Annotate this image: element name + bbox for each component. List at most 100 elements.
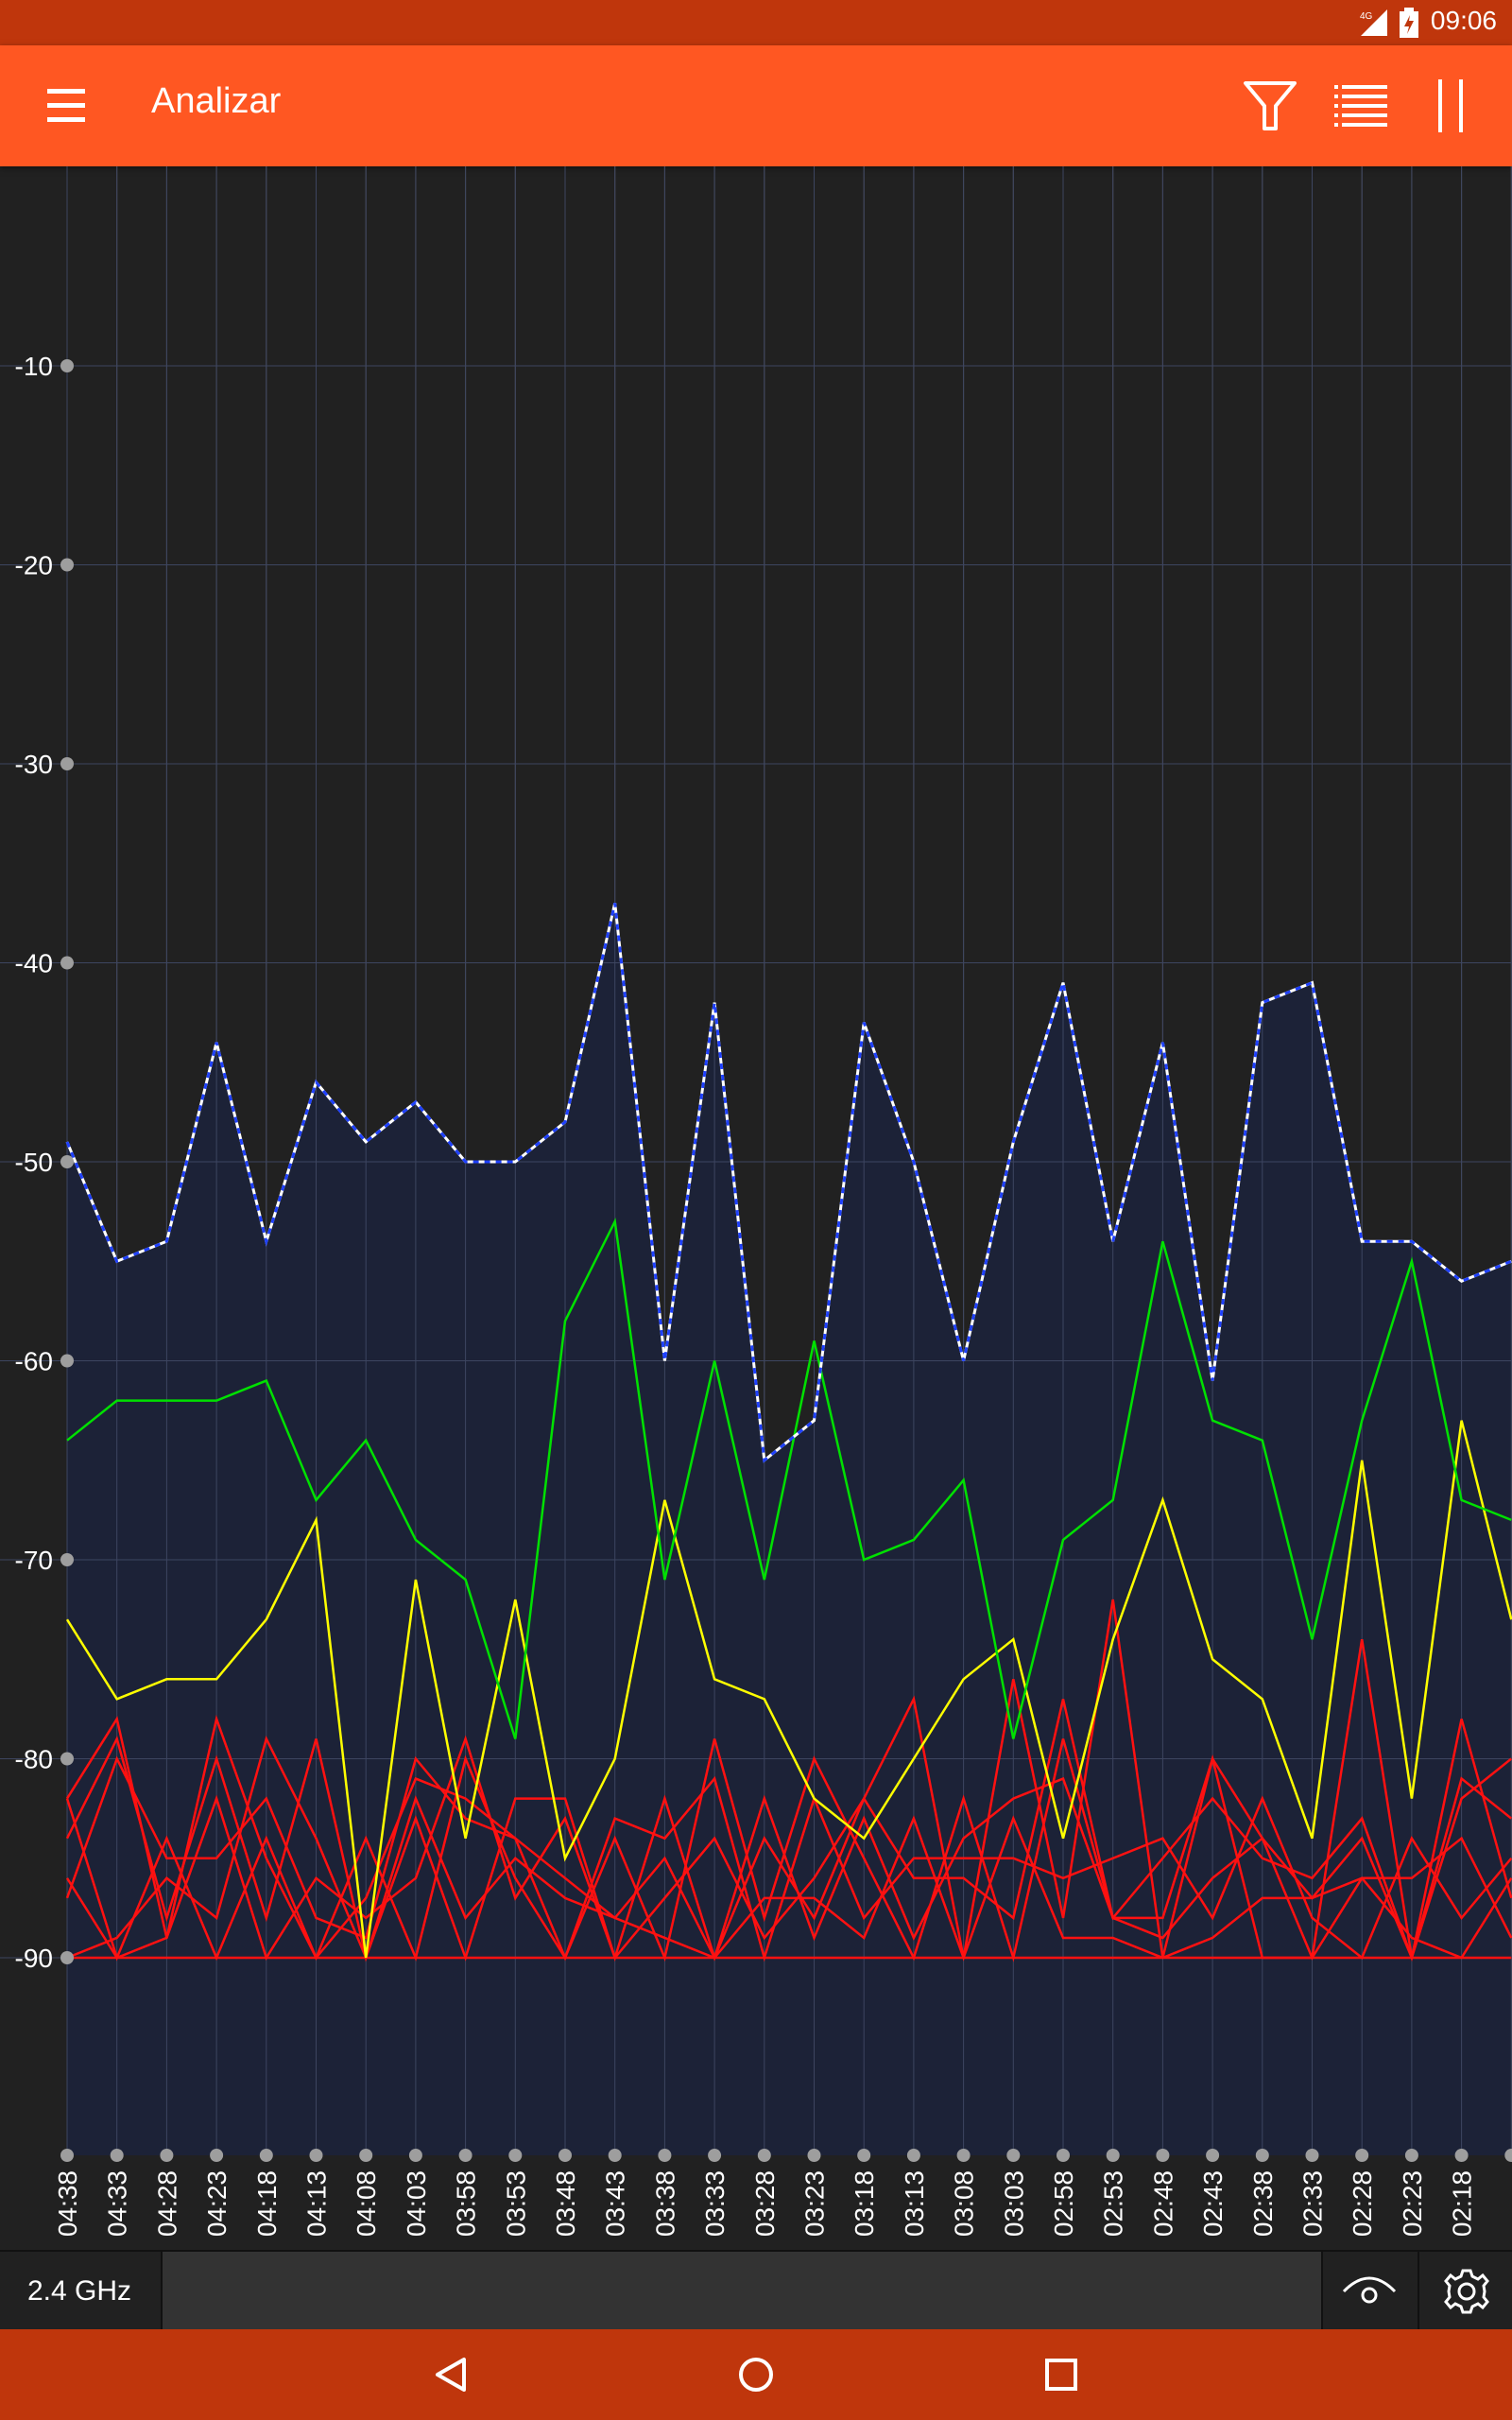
bottom-bar: 2.4 GHz [0, 2250, 1512, 2331]
chart-svg: -10 -20 -30 -40 -50 -60 -70 -80 -90 04:38 04:33 04:… [0, 166, 1512, 2237]
y-tick-label: -20 [15, 551, 53, 580]
x-tick-dot [906, 2149, 920, 2162]
x-tick-dot [309, 2149, 323, 2162]
x-tick-label: 02:28 [1348, 2170, 1377, 2237]
x-tick-dot [1206, 2149, 1220, 2162]
x-tick-dot [160, 2149, 174, 2162]
x-tick-label: 02:53 [1099, 2170, 1128, 2237]
y-tick-label: -90 [15, 1944, 53, 1973]
eye-icon[interactable] [1323, 2252, 1416, 2331]
status-bar: 4G 09:06 [0, 0, 1512, 45]
x-tick-label: 03:23 [800, 2170, 830, 2237]
x-tick-label: 04:33 [103, 2170, 132, 2237]
x-tick-dot [508, 2149, 523, 2162]
y-tick-dot [60, 956, 74, 970]
x-tick-label: 04:38 [53, 2170, 82, 2237]
x-tick-label: 03:48 [551, 2170, 580, 2237]
x-tick-label: 03:43 [601, 2170, 630, 2237]
x-tick-label: 03:53 [501, 2170, 530, 2237]
menu-icon[interactable] [38, 79, 94, 132]
x-tick-dot [956, 2149, 971, 2162]
back-icon[interactable] [422, 2346, 479, 2403]
y-tick-dot [60, 757, 74, 770]
x-tick-dot [807, 2149, 821, 2162]
pause-icon[interactable] [1419, 74, 1484, 138]
y-tick-label: -30 [15, 750, 53, 779]
x-tick-dot [1504, 2149, 1512, 2162]
x-tick-label: 03:18 [850, 2170, 879, 2237]
x-tick-dot [1305, 2149, 1319, 2162]
x-tick-dot [1404, 2149, 1418, 2162]
x-tick-dot [458, 2149, 472, 2162]
x-tick-dot [210, 2149, 224, 2162]
series-line [66, 1217, 1512, 1739]
series-area-fill [67, 903, 1512, 2155]
battery-icon [1400, 8, 1418, 38]
series-line [65, 1420, 1512, 1959]
series-line-white [65, 903, 1512, 1463]
x-tick-dot [757, 2149, 771, 2162]
y-tick-dot [60, 1155, 74, 1168]
x-tick-dot [60, 2149, 74, 2162]
y-tick-label: -80 [15, 1745, 53, 1774]
status-time: 09:06 [1430, 6, 1497, 35]
y-tick-dot [60, 359, 74, 372]
x-tick-label: 02:43 [1198, 2170, 1228, 2237]
x-tick-label: 02:48 [1148, 2170, 1177, 2237]
band-selector[interactable]: 2.4 GHz [26, 2275, 132, 2307]
x-tick-dot [1006, 2149, 1021, 2162]
svg-text:4G: 4G [1360, 11, 1373, 22]
x-tick-label: 03:58 [452, 2170, 481, 2237]
series-line [66, 1735, 1512, 1962]
x-tick-label: 03:28 [750, 2170, 780, 2237]
y-tick-dot [60, 1553, 74, 1566]
signal-icon: 4G [1360, 9, 1387, 36]
y-tick-dot [60, 558, 74, 572]
x-tick-label: 03:38 [650, 2170, 679, 2237]
x-tick-label: 02:33 [1298, 2170, 1328, 2237]
x-tick-label: 04:18 [252, 2170, 282, 2237]
y-tick-dot [60, 1951, 74, 1964]
x-tick-dot [359, 2149, 373, 2162]
x-tick-label: 04:13 [302, 2170, 332, 2237]
filter-area [161, 2252, 1323, 2331]
x-tick-label: 03:08 [950, 2170, 979, 2237]
x-tick-dot [259, 2149, 273, 2162]
home-icon[interactable] [728, 2346, 784, 2403]
y-tick-label: -50 [15, 1148, 53, 1177]
y-tick-label: -10 [15, 352, 53, 381]
gear-icon[interactable] [1418, 2252, 1512, 2331]
x-tick-label: 04:28 [152, 2170, 181, 2237]
y-tick-label: -70 [15, 1546, 53, 1575]
x-tick-dot [608, 2149, 622, 2162]
x-tick-dot [708, 2149, 722, 2162]
x-tick-dot [558, 2149, 572, 2162]
series-line [65, 1755, 1512, 1962]
x-tick-dot [1156, 2149, 1170, 2162]
recents-icon[interactable] [1033, 2346, 1090, 2403]
x-tick-label: 04:23 [202, 2170, 232, 2237]
x-tick-label: 03:33 [700, 2170, 730, 2237]
x-tick-label: 04:03 [402, 2170, 431, 2237]
x-tick-label: 02:23 [1398, 2170, 1427, 2237]
x-tick-label: 02:58 [1049, 2170, 1078, 2237]
page-title: Analizar [151, 81, 282, 121]
x-tick-label: 04:08 [352, 2170, 381, 2237]
x-tick-dot [1355, 2149, 1369, 2162]
y-tick-dot [60, 1354, 74, 1368]
x-tick-dot [408, 2149, 422, 2162]
y-tick-label: -40 [15, 949, 53, 978]
app-bar: Analizar [0, 45, 1512, 166]
x-tick-dot [658, 2149, 672, 2162]
series-line [65, 1699, 1512, 1961]
x-tick-dot [857, 2149, 871, 2162]
y-tick-dot [60, 1752, 74, 1766]
signal-strength-chart: -10 -20 -30 -40 -50 -60 -70 -80 -90 04:38 04:33 04:… [0, 166, 1512, 2250]
x-tick-label: 02:18 [1448, 2170, 1477, 2237]
list-icon[interactable] [1329, 74, 1393, 138]
x-tick-dot [1255, 2149, 1269, 2162]
navigation-bar [0, 2329, 1512, 2420]
x-tick-dot [110, 2149, 124, 2162]
filter-icon[interactable] [1238, 74, 1302, 138]
x-tick-label: 02:38 [1248, 2170, 1278, 2237]
